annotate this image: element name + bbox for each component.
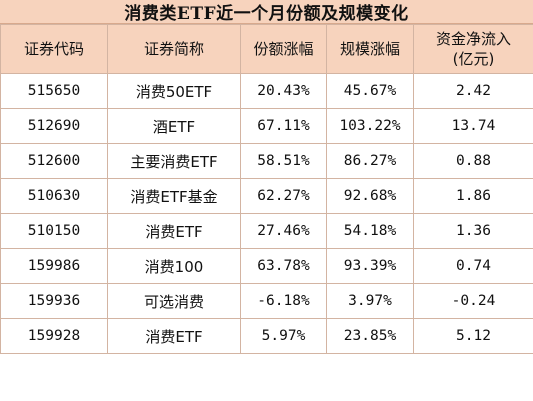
cell-scale-change: 54.18%: [326, 213, 414, 249]
cell-net-inflow: -0.24: [413, 283, 533, 319]
header-security-code: 证券代码: [0, 24, 108, 74]
cell-scale-change: 103.22%: [326, 108, 414, 144]
cell-scale-change: 93.39%: [326, 248, 414, 284]
cell-net-inflow: 13.74: [413, 108, 533, 144]
cell-scale-change: 86.27%: [326, 143, 414, 179]
table-title: 消费类ETF近一个月份额及规模变化: [0, 0, 533, 24]
cell-share-change: 67.11%: [240, 108, 327, 144]
table-row: 510630 消费ETF基金 62.27% 92.68% 1.86: [0, 178, 533, 214]
header-scale-change: 规模涨幅: [326, 24, 414, 74]
cell-code: 515650: [0, 73, 108, 109]
cell-scale-change: 3.97%: [326, 283, 414, 319]
cell-code: 512690: [0, 108, 108, 144]
cell-name: 消费50ETF: [107, 73, 241, 109]
cell-code: 159936: [0, 283, 108, 319]
cell-net-inflow: 1.86: [413, 178, 533, 214]
cell-name: 可选消费: [107, 283, 241, 319]
cell-code: 159928: [0, 318, 108, 354]
cell-code: 512600: [0, 143, 108, 179]
cell-code: 510150: [0, 213, 108, 249]
cell-name: 消费ETF: [107, 318, 241, 354]
table-row: 159936 可选消费 -6.18% 3.97% -0.24: [0, 283, 533, 319]
cell-net-inflow: 1.36: [413, 213, 533, 249]
header-net-inflow-line1: 资金净流入: [435, 30, 511, 48]
table-row: 510150 消费ETF 27.46% 54.18% 1.36: [0, 213, 533, 249]
cell-net-inflow: 5.12: [413, 318, 533, 354]
cell-net-inflow: 0.88: [413, 143, 533, 179]
etf-change-table: 证券代码 证券简称 份额涨幅 规模涨幅 资金净流入 (亿元) 515650 消费…: [0, 24, 533, 354]
cell-net-inflow: 2.42: [413, 73, 533, 109]
cell-name: 消费100: [107, 248, 241, 284]
cell-name: 主要消费ETF: [107, 143, 241, 179]
cell-name: 消费ETF: [107, 213, 241, 249]
cell-share-change: 62.27%: [240, 178, 327, 214]
cell-share-change: 27.46%: [240, 213, 327, 249]
table-row: 512690 酒ETF 67.11% 103.22% 13.74: [0, 108, 533, 144]
cell-scale-change: 45.67%: [326, 73, 414, 109]
cell-share-change: 5.97%: [240, 318, 327, 354]
table-row: 159928 消费ETF 5.97% 23.85% 5.12: [0, 318, 533, 354]
header-share-change: 份额涨幅: [240, 24, 327, 74]
cell-share-change: 20.43%: [240, 73, 327, 109]
header-net-inflow-line2: (亿元): [452, 50, 495, 68]
header-security-name: 证券简称: [107, 24, 241, 74]
table-row: 512600 主要消费ETF 58.51% 86.27% 0.88: [0, 143, 533, 179]
table-row: 515650 消费50ETF 20.43% 45.67% 2.42: [0, 73, 533, 109]
table-row: 159986 消费100 63.78% 93.39% 0.74: [0, 248, 533, 284]
cell-scale-change: 92.68%: [326, 178, 414, 214]
cell-share-change: 63.78%: [240, 248, 327, 284]
header-net-inflow: 资金净流入 (亿元): [413, 24, 533, 74]
cell-share-change: -6.18%: [240, 283, 327, 319]
cell-code: 510630: [0, 178, 108, 214]
cell-name: 酒ETF: [107, 108, 241, 144]
cell-share-change: 58.51%: [240, 143, 327, 179]
cell-code: 159986: [0, 248, 108, 284]
cell-name: 消费ETF基金: [107, 178, 241, 214]
cell-net-inflow: 0.74: [413, 248, 533, 284]
cell-scale-change: 23.85%: [326, 318, 414, 354]
header-row: 证券代码 证券简称 份额涨幅 规模涨幅 资金净流入 (亿元): [0, 24, 533, 74]
